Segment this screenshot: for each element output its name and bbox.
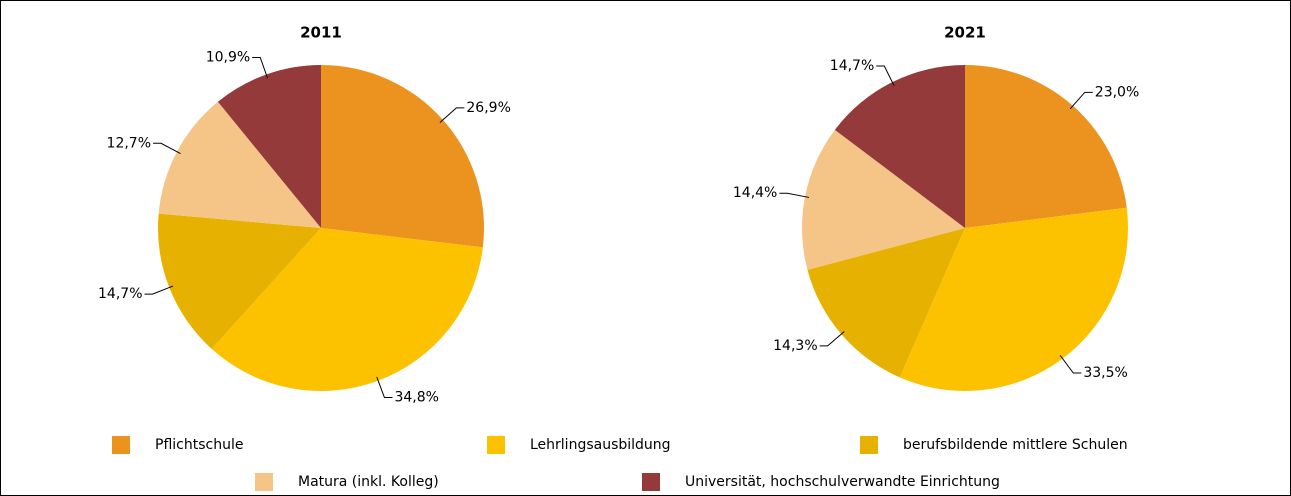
data-label: 34,8%: [394, 390, 438, 406]
data-label: 14,4%: [733, 185, 777, 201]
leader-line: [252, 57, 269, 79]
legend-swatch: [642, 473, 660, 491]
leader-line: [153, 142, 181, 155]
leader-line: [1069, 91, 1093, 110]
legend-swatch: [112, 436, 130, 454]
data-label: 33,5%: [1083, 365, 1127, 381]
leader-line: [1059, 355, 1082, 374]
leader-line: [376, 376, 393, 399]
legend-label: Matura (inkl. Kolleg): [298, 474, 439, 490]
leader-line: [876, 65, 895, 86]
legend-label: berufsbildende mittlere Schulen: [903, 437, 1128, 453]
pie-slice: [211, 228, 483, 391]
pie-slice: [802, 129, 965, 270]
legend-swatch: [255, 473, 273, 491]
data-label: 23,0%: [1095, 84, 1139, 100]
leader-line: [144, 285, 174, 295]
data-label: 14,7%: [98, 286, 142, 302]
pie-slice: [321, 65, 484, 248]
pie-slice: [834, 65, 965, 228]
legend-swatch: [860, 436, 878, 454]
pie-slice: [217, 65, 321, 228]
chart-title: 2011: [300, 24, 342, 42]
legend-label: Lehrlingsausbildung: [530, 437, 671, 453]
legend-label: Pflichtschule: [155, 437, 243, 453]
legend-swatch: [487, 436, 505, 454]
pie-slice: [899, 207, 1129, 392]
leader-line: [779, 192, 810, 198]
leader-line: [439, 107, 465, 123]
pie-slice: [157, 213, 321, 349]
data-label: 26,9%: [466, 100, 510, 116]
data-label: 14,3%: [773, 338, 817, 354]
data-label: 10,9%: [206, 50, 250, 66]
data-label: 14,7%: [830, 58, 874, 74]
data-label: 12,7%: [107, 135, 151, 151]
leader-line: [819, 331, 845, 347]
pie-slice: [158, 101, 321, 228]
legend-label: Universität, hochschulverwandte Einricht…: [685, 474, 1000, 490]
pie-slice: [965, 65, 1127, 228]
pie-slice: [807, 228, 965, 378]
chart-title: 2021: [944, 24, 986, 42]
